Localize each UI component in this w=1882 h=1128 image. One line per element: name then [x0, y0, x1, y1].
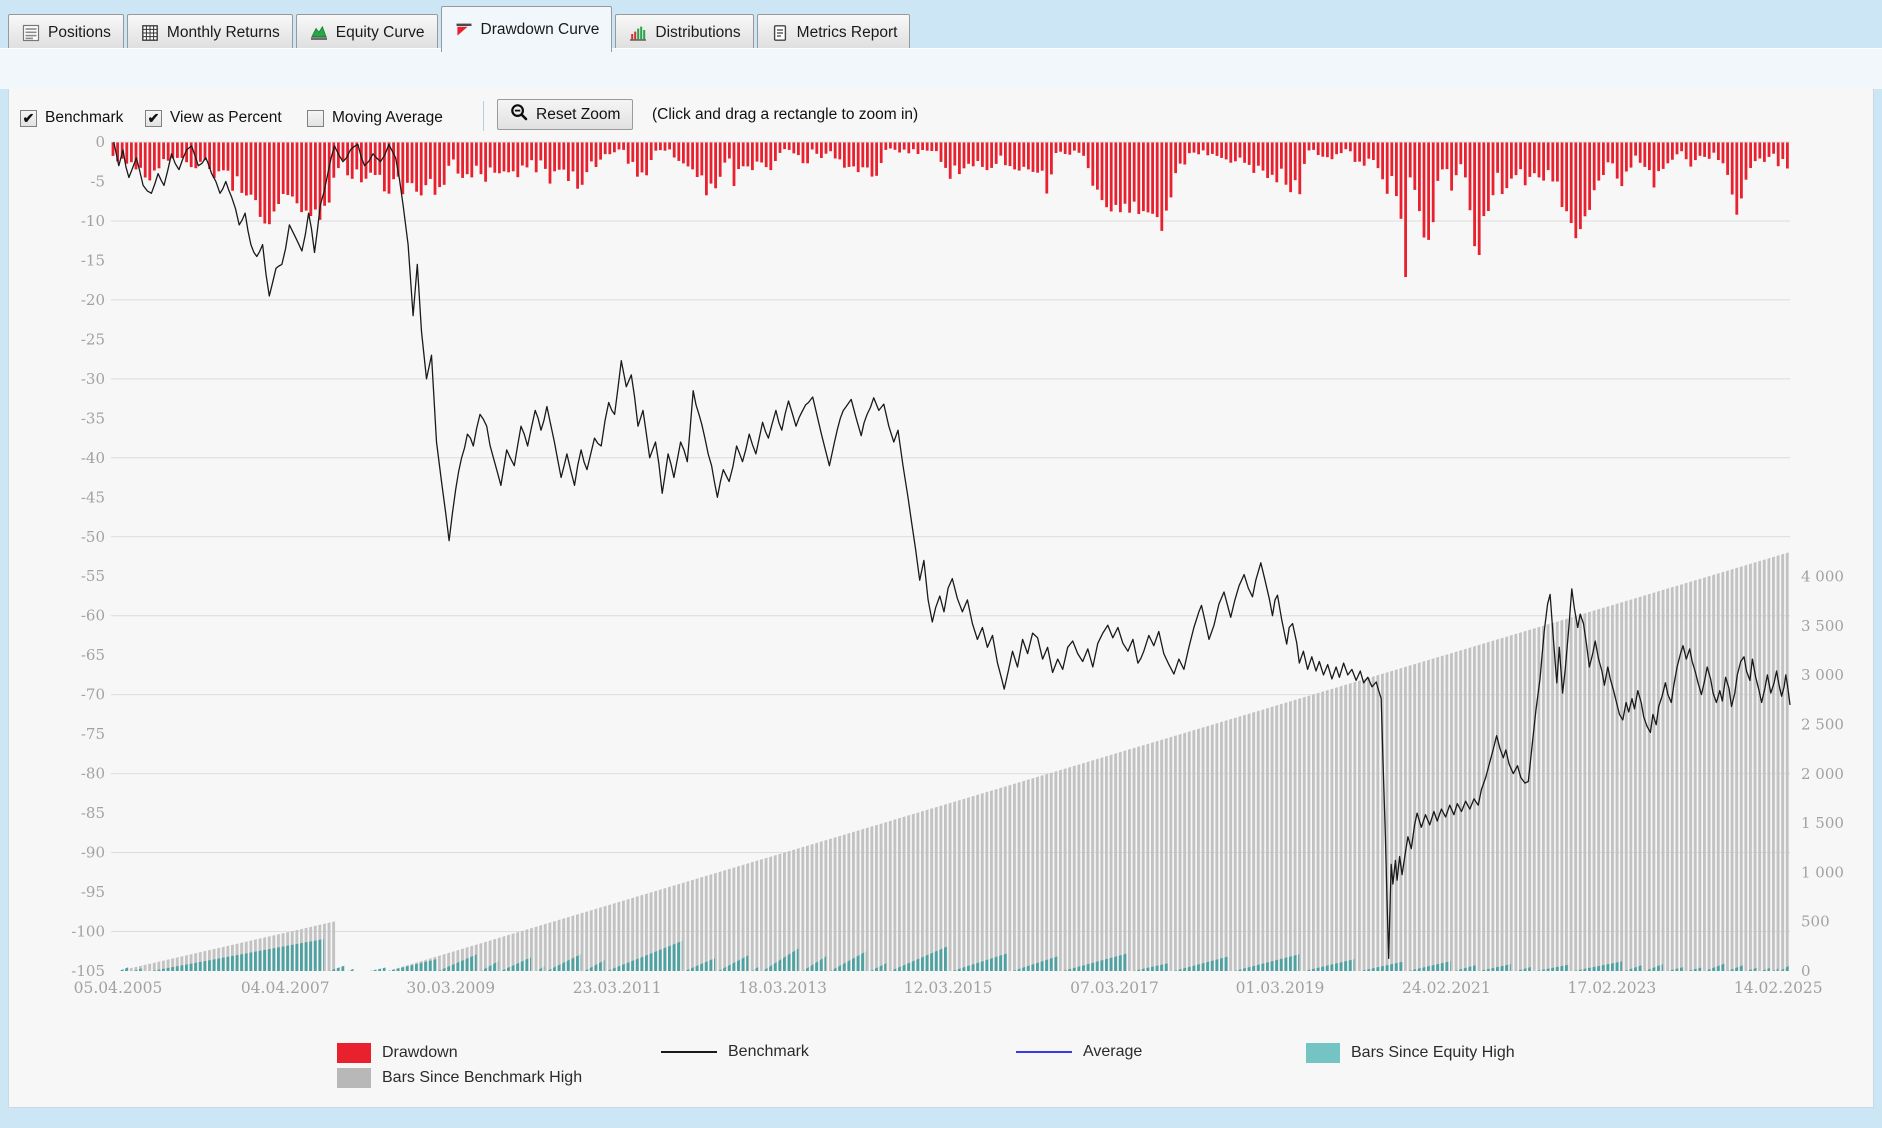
right-axis-tick: 4 000	[1801, 568, 1844, 586]
x-axis-tick: 23.03.2011	[573, 979, 662, 997]
right-axis-tick: 1 500	[1801, 814, 1844, 832]
metrics-report-icon	[770, 23, 790, 43]
left-axis-tick: 0	[95, 133, 105, 151]
left-axis-tick: -60	[81, 607, 105, 625]
left-axis-tick: -85	[81, 804, 105, 822]
right-axis-tick: 3 500	[1801, 617, 1844, 635]
left-axis-tick: -95	[81, 883, 105, 901]
x-axis-tick: 05.04.2005	[74, 979, 163, 997]
zoom-hint-text: (Click and drag a rectangle to zoom in)	[652, 105, 919, 123]
drawdown-chart-plot[interactable]: 0 -5 -10 -15 -20 -25 -30 -35 -40 -45 -50 -55 -60 -65 -…	[9, 89, 1875, 1109]
drawdown-bars-series	[111, 142, 1789, 277]
right-axis-tick: 1 000	[1801, 863, 1844, 881]
checkbox-box-benchmark[interactable]: ✔	[20, 109, 37, 127]
tab-label: Distributions	[655, 24, 741, 41]
distributions-icon	[628, 23, 648, 43]
benchmark-line-series	[113, 141, 1791, 959]
tab-label: Monthly Returns	[166, 24, 280, 41]
left-axis-tick: -45	[81, 488, 105, 506]
tab-metrics-report[interactable]: Metrics Report	[756, 14, 911, 52]
x-axis-tick: 12.03.2015	[904, 979, 993, 997]
tab-label: Drawdown Curve	[480, 20, 600, 38]
checkbox-view-as-percent[interactable]: ✔ View as Percent	[145, 109, 282, 127]
left-axis-tick: -105	[71, 962, 105, 980]
tab-distributions[interactable]: Distributions	[615, 14, 754, 52]
left-axis-tick: -55	[81, 567, 105, 585]
x-axis-tick: 07.03.2017	[1070, 979, 1159, 997]
checkbox-benchmark[interactable]: ✔ Benchmark	[20, 109, 123, 127]
drawdown-curve-icon	[454, 20, 474, 40]
tab-equity-curve[interactable]: Equity Curve	[295, 14, 438, 52]
left-axis-tick: -70	[81, 686, 105, 704]
left-axis-tick: -25	[81, 330, 105, 348]
left-axis-tick: -15	[81, 251, 105, 269]
bars-since-benchmark-high-series	[118, 551, 1790, 971]
left-axis-tick: -100	[71, 923, 105, 941]
bars-since-equity-high-series	[118, 938, 1790, 971]
axis-labels: 0 -5 -10 -15 -20 -25 -30 -35 -40 -45 -50 -55 -60 -65 -…	[71, 133, 1844, 997]
checkbox-label: Moving Average	[332, 109, 443, 126]
right-axis-tick: 0	[1801, 962, 1811, 980]
tab-label: Equity Curve	[335, 24, 425, 41]
x-axis-tick: 18.03.2013	[738, 979, 827, 997]
tab-bar: Positions Monthly Returns Equity Curve Draw…	[8, 6, 1878, 52]
right-axis-tick: 3 000	[1801, 666, 1844, 684]
x-axis-tick: 17.02.2023	[1568, 979, 1657, 997]
monthly-returns-icon	[140, 23, 160, 43]
x-axis-tick: 01.03.2019	[1236, 979, 1325, 997]
left-axis-tick: -65	[81, 646, 105, 664]
right-axis-tick: 2 000	[1801, 765, 1844, 783]
right-axis-tick: 500	[1801, 913, 1830, 931]
equity-curve-icon	[309, 23, 329, 43]
x-axis-tick: 30.03.2009	[406, 979, 495, 997]
positions-icon	[21, 23, 41, 43]
tab-monthly-returns[interactable]: Monthly Returns	[126, 14, 293, 52]
tab-label: Positions	[48, 24, 111, 41]
tab-positions[interactable]: Positions	[8, 14, 124, 52]
reset-zoom-button[interactable]: Reset Zoom	[497, 99, 634, 130]
checkbox-label: Benchmark	[45, 109, 124, 126]
left-axis-tick: -20	[81, 291, 105, 309]
left-axis-tick: -30	[81, 370, 105, 388]
left-axis-tick: -40	[81, 449, 105, 467]
chart-panel: 0 -5 -10 -15 -20 -25 -30 -35 -40 -45 -50 -55 -60 -65 -…	[8, 88, 1874, 1108]
toolbar-separator	[483, 101, 484, 131]
right-axis-tick: 2 500	[1801, 716, 1844, 734]
tab-drawdown-curve[interactable]: Drawdown Curve	[440, 6, 613, 52]
left-axis-tick: -5	[90, 172, 105, 190]
checkbox-box-moving-average[interactable]	[307, 109, 324, 127]
x-axis-tick: 14.02.2025	[1734, 979, 1823, 997]
left-axis-tick: -10	[81, 212, 105, 230]
left-axis-tick: -50	[81, 528, 105, 546]
reset-zoom-label: Reset Zoom	[536, 105, 621, 123]
checkbox-moving-average[interactable]: Moving Average	[307, 109, 443, 127]
tab-label: Metrics Report	[796, 24, 898, 41]
x-axis-tick: 24.02.2021	[1402, 979, 1491, 997]
checkbox-label: View as Percent	[170, 109, 282, 126]
checkbox-box-view-as-percent[interactable]: ✔	[145, 109, 162, 127]
zoom-out-icon	[510, 103, 529, 127]
left-axis-tick: -90	[81, 844, 105, 862]
left-axis-tick: -35	[81, 409, 105, 427]
toolbar: ✔ Benchmark ✔ View as Percent Moving Average…	[0, 48, 1882, 131]
left-axis-tick: -80	[81, 765, 105, 783]
x-axis-tick: 04.04.2007	[241, 979, 330, 997]
left-axis-tick: -75	[81, 725, 105, 743]
